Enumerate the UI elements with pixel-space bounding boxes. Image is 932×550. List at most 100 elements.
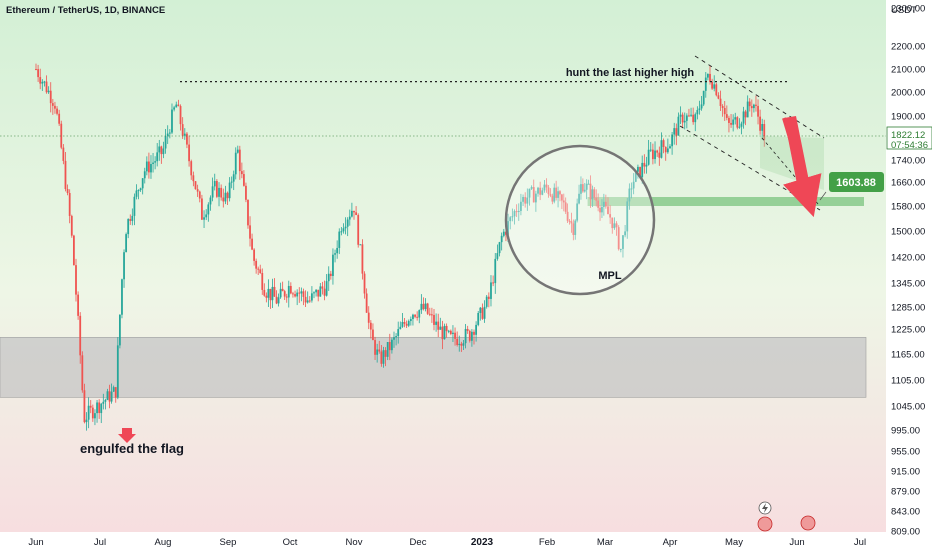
candle-body (201, 198, 203, 220)
annotation-top: hunt the last higher high (566, 67, 695, 79)
candle-body (62, 147, 65, 161)
candle-body (485, 296, 488, 307)
chart-title: Ethereum / TetherUS, 1D, BINANCE (6, 5, 165, 16)
candle-body (261, 273, 264, 290)
candle-body (723, 107, 726, 115)
candle-body (566, 211, 569, 221)
candle-body (265, 295, 268, 298)
x-tick-label: Jul (854, 537, 866, 548)
candle-body (454, 332, 456, 339)
candle-body (188, 144, 190, 162)
candle-body (685, 115, 688, 121)
candle-body (744, 111, 747, 118)
candle-body (89, 405, 92, 408)
candle-body (104, 399, 107, 402)
candle-body (253, 249, 256, 261)
candle-body (662, 140, 665, 147)
candle-body (576, 203, 579, 221)
candle-body (336, 247, 339, 254)
candle-body (630, 188, 633, 190)
y-tick-label: 1740.00 (891, 156, 925, 167)
candle-body (673, 128, 676, 135)
candle-body (479, 307, 482, 314)
candle-body (98, 402, 101, 414)
candle-body (719, 98, 722, 107)
candle-body (725, 114, 728, 118)
candle-body (589, 183, 592, 200)
candle-body (475, 324, 478, 335)
candle-body (393, 337, 395, 340)
target-tag (829, 172, 884, 192)
candle-body (70, 215, 73, 236)
candle-body (679, 114, 682, 117)
y-tick-label: 915.00 (891, 467, 920, 478)
candle-body (133, 196, 136, 216)
candle-body (374, 340, 376, 355)
candle-body (414, 314, 416, 317)
candle-body (702, 90, 705, 105)
candle-body (599, 207, 601, 213)
candle-body (338, 231, 341, 248)
candle-body (173, 107, 176, 110)
candle-body (207, 204, 210, 215)
candle-body (348, 216, 351, 220)
candle-body (66, 189, 69, 193)
candle-body (226, 192, 229, 199)
candle-body (560, 194, 563, 201)
candle-body (671, 134, 674, 147)
candle-body (141, 178, 144, 189)
candle-body (742, 111, 745, 124)
candle-body (232, 174, 235, 182)
candle-body (473, 331, 475, 335)
earnings-icon-2 (800, 515, 816, 531)
candle-body (430, 314, 433, 316)
candle-body (624, 231, 626, 236)
candle-body (380, 351, 383, 364)
candle-body (245, 185, 247, 200)
candle-body (458, 343, 461, 345)
candle-body (746, 101, 749, 118)
x-tick-label: Jun (28, 537, 43, 548)
candle-body (275, 296, 278, 304)
candle-body (247, 199, 249, 226)
candle-body (190, 161, 193, 176)
candle-body (192, 175, 195, 182)
candle-body (143, 171, 146, 179)
candle-body (551, 195, 554, 202)
candle-body (194, 181, 197, 190)
x-tick-label: 2023 (471, 537, 494, 548)
candle-body (692, 114, 695, 123)
candle-body (257, 268, 260, 270)
candle-body (39, 77, 42, 84)
candle-body (468, 330, 471, 341)
candle-body (116, 345, 119, 398)
candle-body (56, 108, 58, 114)
candle-body (587, 183, 590, 185)
candle-body (319, 286, 322, 297)
channel-upper (694, 55, 825, 139)
candle-body (704, 77, 707, 91)
candle-body (135, 190, 138, 197)
candle-body (443, 325, 446, 340)
candle-body (717, 95, 720, 99)
candle-body (283, 291, 286, 297)
candle-body (545, 184, 548, 188)
candle-body (750, 106, 753, 109)
candle-body (572, 223, 575, 235)
target-tag-pointer (819, 191, 827, 201)
candle-body (58, 113, 61, 124)
candle-body (547, 187, 550, 195)
candle-body (121, 279, 123, 315)
candle-body (694, 114, 697, 123)
candle-body (94, 413, 96, 419)
y-tick-label: 2100.00 (891, 65, 925, 76)
candle-body (287, 285, 290, 298)
candle-body (420, 303, 423, 311)
candle-body (711, 81, 714, 89)
candle-body (449, 330, 452, 334)
candle-body (211, 186, 214, 198)
candle-body (308, 300, 311, 302)
candle-body (325, 281, 328, 296)
